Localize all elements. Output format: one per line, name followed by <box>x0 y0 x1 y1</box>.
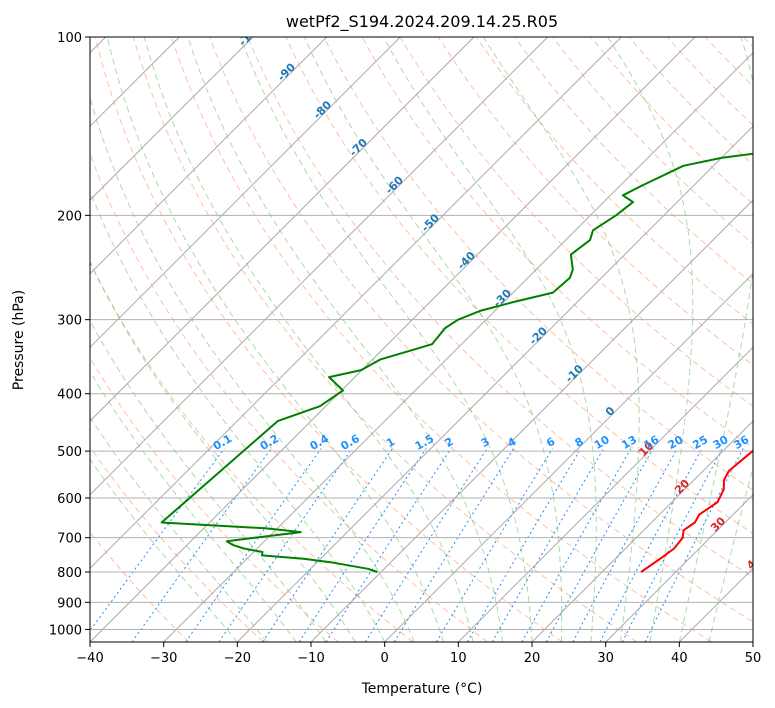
y-axis-title: Pressure (hPa) <box>11 290 27 390</box>
isotherm-line <box>90 37 254 201</box>
data-layer <box>160 152 753 573</box>
dry-adiabat-line <box>94 37 563 642</box>
x-tick-label: 0 <box>381 651 389 666</box>
dry-adiabat-line <box>323 37 753 491</box>
moist-adiabat-line <box>678 37 753 642</box>
mixing-ratio-line <box>90 448 225 632</box>
mixing-ratio-line <box>393 448 515 642</box>
mixing-ratio-line <box>218 448 353 642</box>
mixing-ratio-line <box>644 448 744 642</box>
y-tick-label: 500 <box>57 445 82 460</box>
y-tick-label: 200 <box>57 209 82 224</box>
x-tick-label: 40 <box>671 651 688 666</box>
axis-layer: −40 −30 −20 −10 0 10 20 30 40 50 100 200 300 400 500 60… <box>49 31 761 666</box>
isotherm-line <box>752 641 753 642</box>
moist-adiabat-line <box>303 37 563 642</box>
dry-adiabat-line <box>90 446 264 642</box>
isotherm-label: -100 <box>236 20 265 49</box>
moist-adiabat-line <box>90 370 297 642</box>
moist-adiabat-line <box>607 37 694 642</box>
y-tick-label: 1000 <box>49 623 82 638</box>
x-tick-label: 50 <box>745 651 762 666</box>
mixing-ratio-line <box>599 448 703 642</box>
mixing-ratio-line <box>545 448 654 642</box>
dry-adiabat-line <box>209 37 753 623</box>
isotherm-line <box>531 420 753 642</box>
dry-adiabat-line <box>132 37 638 642</box>
isotherm-label: 40 <box>744 552 764 572</box>
plot-background <box>90 37 753 642</box>
moist-adiabat-line <box>239 37 533 642</box>
isotherm-line <box>384 272 753 642</box>
x-tick-label: 10 <box>450 651 467 666</box>
moist-adiabat-line <box>187 37 503 642</box>
mixing-ratio-line <box>521 448 632 642</box>
isotherm-line <box>90 37 401 349</box>
moist-adiabat-line <box>90 260 356 642</box>
isotherm-line <box>90 37 696 642</box>
dewpoint-profile-line <box>160 152 753 573</box>
dry-adiabat-line <box>399 37 753 407</box>
isotherm-line <box>163 51 753 642</box>
moist-adiabat-line <box>90 458 238 642</box>
mixing-ratio-line <box>467 448 582 642</box>
dry-adiabat-line <box>247 37 753 578</box>
y-tick-label: 400 <box>57 388 82 403</box>
x-tick-label: −10 <box>297 651 324 666</box>
grid-layer <box>90 37 753 642</box>
y-tick-label: 800 <box>57 566 82 581</box>
dry-adiabat-line <box>514 37 753 285</box>
y-tick-label: 300 <box>57 314 82 329</box>
mixing-ratio-line <box>185 448 322 642</box>
chart-title: wetPf2_S194.2024.209.14.25.R05 <box>286 12 558 32</box>
mixing-ratio-line <box>621 448 723 642</box>
plot-frame <box>89 36 754 643</box>
moist-adiabat-line <box>383 37 597 642</box>
x-tick-label: 30 <box>597 651 614 666</box>
dry-adiabat-line <box>628 37 753 166</box>
isotherm-line <box>90 37 549 496</box>
x-tick-label: 20 <box>524 651 541 666</box>
dry-adiabat-line <box>476 37 753 325</box>
moist-adiabat-line <box>482 37 640 642</box>
y-tick-label: 100 <box>57 31 82 46</box>
temperature-profile-line <box>640 449 753 573</box>
x-tick-label: −20 <box>224 651 251 666</box>
mixing-ratio-line <box>435 448 553 642</box>
y-tick-label: 900 <box>57 596 82 611</box>
moist-adiabat-line <box>143 37 474 642</box>
isotherm-line <box>90 37 475 422</box>
mixing-ratio-line <box>364 448 488 642</box>
mixing-ratio-line <box>572 448 678 642</box>
y-tick-label: 600 <box>57 492 82 507</box>
moist-adiabat-line <box>708 466 753 642</box>
isotherm-line <box>605 493 753 642</box>
moist-adiabat-line <box>90 96 415 642</box>
isotherm-line <box>236 125 753 642</box>
y-tick-label: 700 <box>57 532 82 547</box>
moist-adiabat-line <box>90 416 268 642</box>
x-tick-label: −30 <box>150 651 177 666</box>
isotherm-line <box>90 37 622 570</box>
dry-adiabat-line <box>90 260 414 642</box>
moist-adiabat-line <box>90 319 327 642</box>
moist-adiabat-line <box>90 189 386 642</box>
isotherm-line <box>457 346 753 642</box>
x-axis-title: Temperature (°C) <box>361 681 483 697</box>
isotherm-line <box>310 199 753 642</box>
moist-adiabat-line <box>106 37 445 642</box>
isotherm-line <box>90 37 328 275</box>
x-tick-label: −40 <box>76 651 103 666</box>
